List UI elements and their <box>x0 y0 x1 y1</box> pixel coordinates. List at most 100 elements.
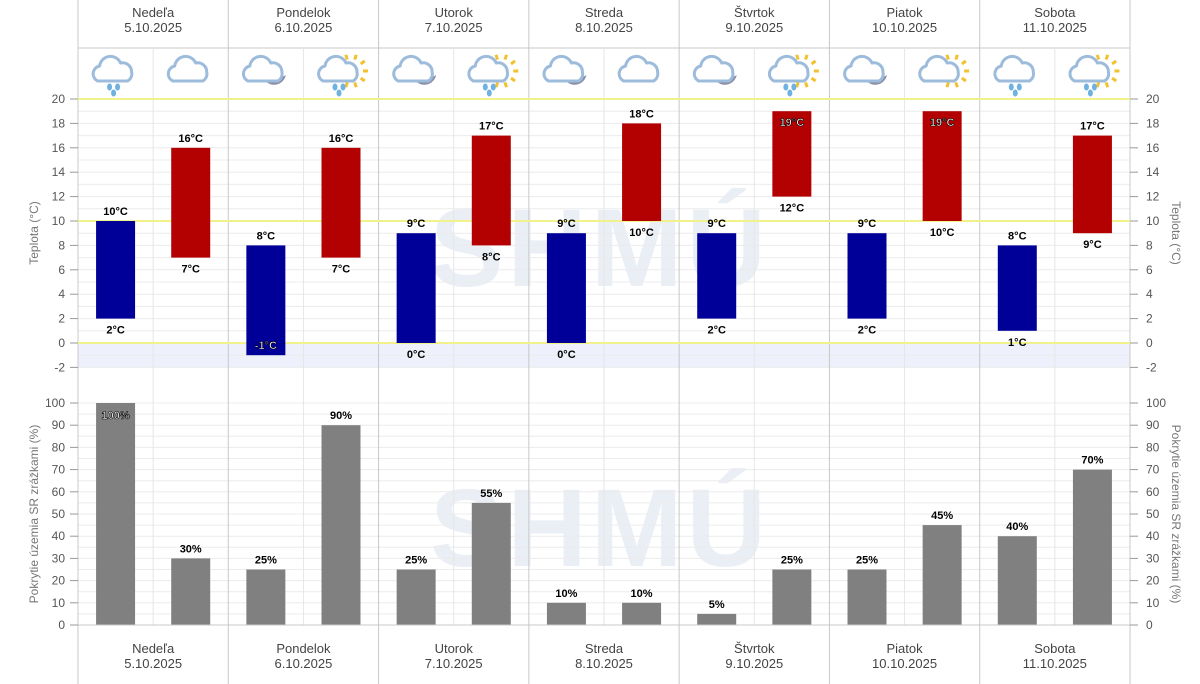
day-name-bottom: Streda <box>585 641 624 656</box>
day-precip-bar <box>1072 469 1112 625</box>
day-name: Piatok <box>887 5 924 20</box>
data-label: 9°C <box>1083 239 1102 251</box>
y-tick-label-right: 70 <box>1146 463 1160 477</box>
data-label: 25% <box>255 555 277 567</box>
cloud-shape <box>692 54 735 83</box>
data-label: 17°C <box>1080 121 1105 133</box>
y-tick-label-right: 40 <box>1146 529 1160 543</box>
y-tick-label-right: 20 <box>1146 92 1160 106</box>
y-tick-label-right: -2 <box>1146 360 1157 374</box>
sun-ray <box>1111 59 1118 66</box>
sun-cloud-icon <box>918 54 970 88</box>
day-temp-bar <box>922 111 962 221</box>
day-temp-bar <box>171 147 211 258</box>
data-label: 10°C <box>930 227 955 239</box>
sun-ray <box>1111 76 1118 83</box>
cloud-shape <box>317 54 359 83</box>
data-label: 25% <box>781 555 803 567</box>
day-precip-bar <box>171 558 211 625</box>
rain-drop <box>482 83 488 91</box>
sun-ray <box>344 81 349 88</box>
data-label: 8°C <box>482 251 501 263</box>
rain-drop <box>791 83 797 91</box>
data-label: 25% <box>405 555 427 567</box>
data-label: 16°C <box>329 133 354 145</box>
night-precip-bar <box>697 613 737 625</box>
y-tick-label-right: 10 <box>1146 596 1160 610</box>
day-temp-bar <box>622 123 662 221</box>
day-precip-bar <box>622 602 662 625</box>
y-tick-label: 20 <box>52 92 66 106</box>
day-name: Utorok <box>435 5 474 20</box>
cloud-icon <box>617 54 660 83</box>
rain-drop <box>1087 89 1093 97</box>
data-label: 17°C <box>479 121 504 133</box>
rain-drop <box>1016 83 1022 91</box>
data-label: 0°C <box>407 349 426 361</box>
day-name: Sobota <box>1034 5 1076 20</box>
day-date: 6.10.2025 <box>275 20 333 35</box>
y-tick-label: 18 <box>52 116 66 130</box>
cloud-shape <box>241 54 284 83</box>
night-precip-bar <box>847 569 887 625</box>
sun-cloud-rain-icon <box>767 54 819 97</box>
sun-ray <box>960 76 967 83</box>
y-tick-label: 2 <box>58 312 65 326</box>
y-tick-label-right: 100 <box>1146 396 1166 410</box>
data-label: 0°C <box>557 349 576 361</box>
sun-ray <box>1104 81 1110 88</box>
data-label: 12°C <box>780 203 805 215</box>
day-name: Štvrtok <box>734 5 775 20</box>
sun-ray <box>1095 54 1101 61</box>
y-tick-label: 30 <box>52 551 66 565</box>
data-label: 25% <box>856 555 878 567</box>
data-label: 9°C <box>707 218 726 230</box>
y-tick-label-right: 30 <box>1146 551 1160 565</box>
data-label: 1°C <box>1008 337 1027 349</box>
data-label: 10°C <box>629 227 654 239</box>
data-label: 100% <box>102 410 130 422</box>
cloud-moon-icon <box>392 54 437 85</box>
y-tick-label: 80 <box>52 440 66 454</box>
sun-ray <box>804 81 809 88</box>
day-name-bottom: Utorok <box>435 641 474 656</box>
y-tick-label: 0 <box>58 336 65 350</box>
y-tick-label: 16 <box>52 141 66 155</box>
cloud-shape <box>617 54 660 83</box>
rain-drop <box>340 83 346 91</box>
rain-drop <box>107 83 113 91</box>
data-label: 18°C <box>629 108 654 120</box>
rain-drop <box>1008 83 1014 91</box>
sun-cloud-rain-icon <box>467 54 519 97</box>
y-tick-label-right: 16 <box>1146 141 1160 155</box>
rain-cloud-icon <box>993 54 1036 97</box>
day-precip-bar <box>471 502 511 625</box>
sun-ray <box>954 81 959 88</box>
night-precip-bar <box>997 536 1037 625</box>
day-date-bottom: 8.10.2025 <box>575 656 633 671</box>
y-tick-label: 40 <box>52 529 66 543</box>
data-label: 8°C <box>1008 230 1027 242</box>
sun-ray <box>954 54 959 61</box>
sun-ray <box>1095 81 1101 88</box>
rain-drop <box>332 83 338 91</box>
cloud-shape <box>91 54 134 83</box>
y-tick-label: 70 <box>52 463 66 477</box>
night-temp-bar <box>96 221 136 319</box>
day-name: Streda <box>585 5 624 20</box>
rain-drop <box>115 83 121 91</box>
y-tick-label: 20 <box>52 574 66 588</box>
day-date-bottom: 11.10.2025 <box>1023 656 1087 671</box>
data-label: 5% <box>709 599 725 611</box>
day-name-bottom: Pondelok <box>276 641 331 656</box>
day-name-bottom: Piatok <box>887 641 924 656</box>
day-date: 5.10.2025 <box>124 20 182 35</box>
y-tick-label-right: 18 <box>1146 116 1160 130</box>
sun-ray <box>344 54 349 61</box>
y-tick-label: 10 <box>52 214 66 228</box>
data-label: 8°C <box>257 230 276 242</box>
y-tick-label: 8 <box>58 238 65 252</box>
y-tick-label-right: 80 <box>1146 440 1160 454</box>
cloud-shape <box>542 54 585 83</box>
day-date-bottom: 9.10.2025 <box>725 656 783 671</box>
